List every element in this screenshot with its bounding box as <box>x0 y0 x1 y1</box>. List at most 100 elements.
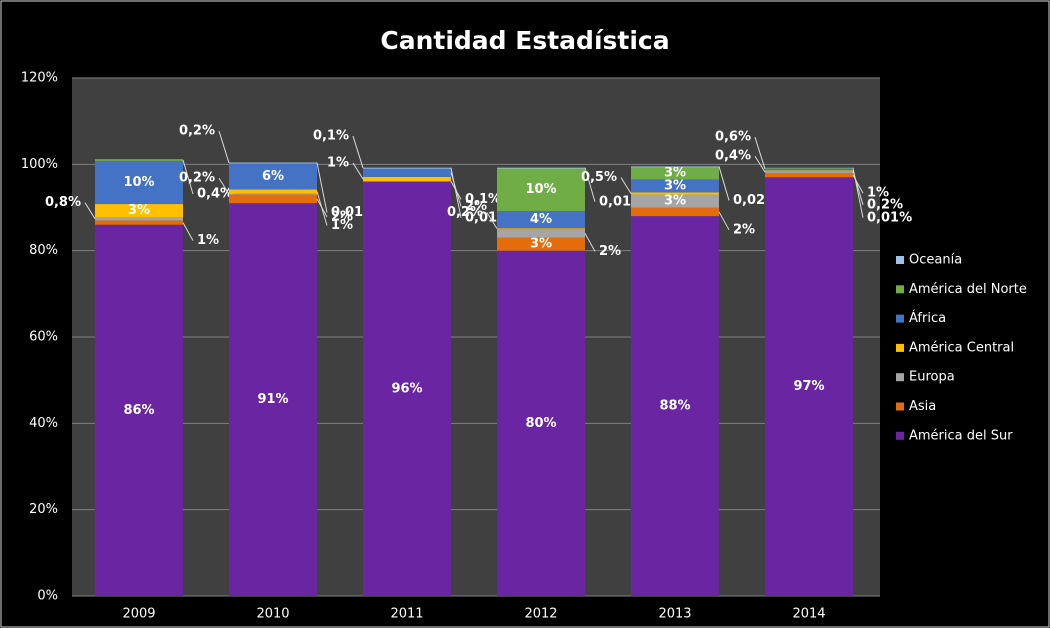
legend-swatch <box>896 285 904 294</box>
data-label: 0,8% <box>45 195 81 210</box>
data-label: 97% <box>793 379 824 394</box>
data-label: 3% <box>128 203 150 218</box>
bar-segment <box>363 176 451 182</box>
data-label: 3% <box>530 237 552 252</box>
data-label: 0,4% <box>197 187 233 202</box>
legend-label: Oceanía <box>909 253 962 268</box>
bar-segment <box>765 167 853 169</box>
bar-segment <box>95 224 183 596</box>
y-tick-label: 20% <box>29 502 58 517</box>
bar-segment <box>765 167 853 171</box>
x-tick-label: 2009 <box>122 607 155 622</box>
bar-segment <box>229 203 317 596</box>
data-label: 2% <box>465 199 487 214</box>
bar-segment <box>95 220 183 225</box>
leader-line <box>754 155 766 173</box>
leader-line <box>754 136 766 170</box>
leader-line <box>182 159 194 195</box>
bar-segment <box>229 193 317 195</box>
data-label: 0,01% <box>867 210 912 225</box>
bar-segment <box>497 250 585 596</box>
data-label: 88% <box>659 399 690 414</box>
legend-swatch <box>896 314 904 323</box>
chart-title: Cantidad Estadística <box>380 26 669 55</box>
bar-segment <box>631 194 719 208</box>
data-label: 3% <box>664 165 686 180</box>
bar-segment <box>631 166 719 168</box>
x-tick-label: 2012 <box>524 607 557 622</box>
x-tick-label: 2010 <box>256 607 289 622</box>
data-label: 1% <box>327 156 349 171</box>
leader-line <box>316 191 328 226</box>
leader-line <box>316 162 328 213</box>
data-label: 10% <box>123 175 154 190</box>
y-tick-label: 100% <box>21 157 58 172</box>
data-label: 0,1% <box>313 129 349 144</box>
bar-segment <box>765 171 853 173</box>
bar-segment <box>363 181 451 182</box>
data-label: 0,5% <box>581 170 617 185</box>
data-label: 0,2% <box>179 124 215 139</box>
bar-segment <box>631 166 719 180</box>
data-label: 2% <box>331 209 353 224</box>
legend-label: América del Norte <box>909 282 1027 297</box>
bar-segment <box>631 207 719 217</box>
bar-segment <box>229 162 317 164</box>
data-label: 3% <box>664 194 686 209</box>
bar-segment <box>95 216 183 221</box>
bar-segment <box>363 167 451 169</box>
leader-line <box>352 135 364 169</box>
bar-segment <box>363 181 451 596</box>
bar-segment <box>497 167 585 211</box>
bar-segment <box>765 170 853 172</box>
data-label: 4% <box>530 212 552 227</box>
bar-segment <box>631 179 719 193</box>
data-label: 10% <box>525 182 556 197</box>
data-label: 91% <box>257 392 288 407</box>
data-label: 0,2% <box>179 171 215 186</box>
x-tick-label: 2014 <box>792 607 825 622</box>
legend-label: Asia <box>909 399 936 414</box>
leader-line <box>584 233 596 252</box>
x-tick-label: 2013 <box>658 607 691 622</box>
bar-segment <box>95 160 183 205</box>
data-label: 96% <box>391 381 422 396</box>
leader-line <box>620 177 632 194</box>
data-label: 2% <box>733 222 755 237</box>
data-label: 3% <box>664 178 686 193</box>
data-label: 86% <box>123 403 154 418</box>
bar-segment <box>229 189 317 194</box>
legend-label: América Central <box>909 340 1014 355</box>
legend-swatch <box>896 431 904 440</box>
y-tick-label: 120% <box>21 71 58 86</box>
leader-line <box>182 222 194 241</box>
legend-label: América del Sur <box>909 428 1013 443</box>
leader-line <box>450 167 462 218</box>
y-tick-label: 80% <box>29 243 58 258</box>
data-label: 1% <box>197 233 219 248</box>
legend-label: África <box>909 310 946 326</box>
bar-segment <box>765 177 853 597</box>
data-label: 0,6% <box>715 130 751 145</box>
leader-line <box>84 202 96 219</box>
data-label: 1% <box>331 218 353 233</box>
data-label: 0,1% <box>465 192 501 207</box>
legend-swatch <box>896 256 904 264</box>
bar-segment <box>765 172 853 178</box>
leader-line <box>352 162 364 180</box>
leader-line <box>218 130 230 164</box>
y-tick-label: 40% <box>29 416 58 431</box>
data-label: 0,2% <box>447 205 483 220</box>
bar-segment <box>497 237 585 251</box>
bar-segment <box>497 229 585 238</box>
legend-swatch <box>896 373 904 382</box>
bar-segment <box>229 194 317 204</box>
legend-swatch <box>896 402 904 411</box>
leader-line <box>218 177 230 195</box>
bar-segment <box>631 192 719 195</box>
bar-segment <box>631 216 719 596</box>
leader-line <box>718 166 730 201</box>
leader-line <box>486 212 498 229</box>
data-label: 2% <box>599 244 621 259</box>
bar-segment <box>95 159 183 161</box>
